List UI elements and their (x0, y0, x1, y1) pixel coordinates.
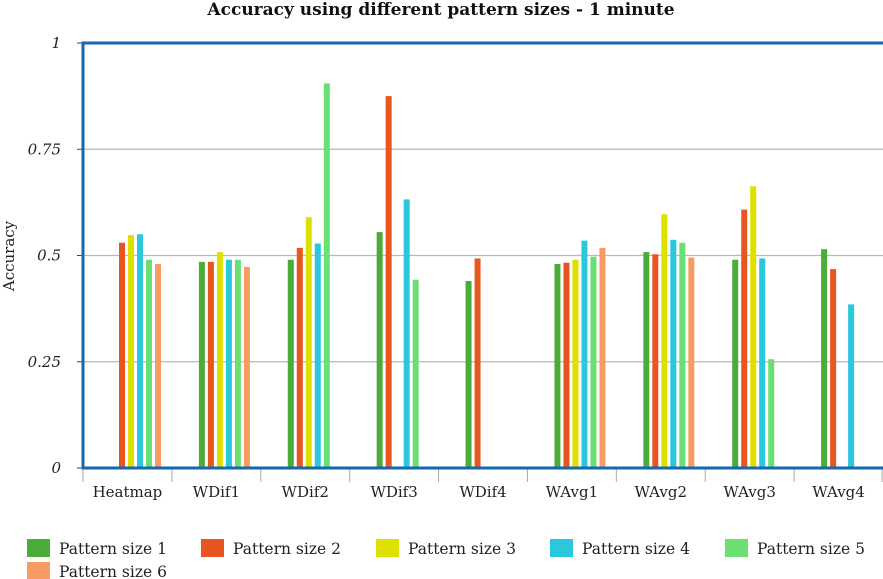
x-tick-label: WAvg4 (812, 483, 865, 501)
bar (296, 247, 303, 468)
y-tick-label: 1 (51, 34, 61, 52)
bar (207, 261, 214, 468)
y-axis-label: Accuracy (0, 220, 18, 292)
bar (323, 83, 330, 468)
bar (563, 262, 570, 468)
legend-swatch (27, 562, 50, 579)
bar (679, 242, 686, 468)
bar (465, 281, 472, 468)
x-tick-label: WAvg3 (723, 483, 776, 501)
bar (155, 264, 161, 468)
bar (688, 257, 695, 468)
bar (643, 252, 650, 468)
legend-swatch (550, 539, 573, 557)
bar (474, 258, 481, 468)
chart-title: Accuracy using different pattern sizes -… (206, 0, 674, 20)
bar (581, 240, 588, 468)
bar (652, 254, 659, 468)
legend-item[interactable]: Pattern size 2 (201, 539, 341, 558)
bar (821, 249, 828, 468)
bar (732, 259, 739, 468)
x-tick-label: WDif4 (459, 483, 506, 501)
bar (590, 256, 597, 468)
bar (768, 359, 775, 468)
bar (599, 247, 606, 468)
legend-label: Pattern size 2 (233, 540, 341, 558)
x-tick-label: WAvg1 (546, 483, 599, 501)
legend-item[interactable]: Pattern size 5 (725, 539, 865, 558)
bar (287, 259, 294, 468)
x-tick-label: WDif2 (282, 483, 329, 501)
y-tick-label: 0.75 (28, 140, 61, 158)
legend-label: Pattern size 1 (59, 540, 167, 558)
bar (243, 266, 250, 468)
legend-swatch (201, 539, 224, 557)
legend-swatch (376, 539, 399, 557)
x-tick-label: WDif3 (370, 483, 417, 501)
bar (554, 264, 561, 468)
bar (128, 235, 134, 468)
bar (848, 304, 855, 468)
legend-label: Pattern size 6 (59, 563, 167, 579)
legend-swatch (27, 539, 50, 557)
bar (670, 239, 677, 468)
bars (119, 83, 855, 468)
bar (830, 269, 837, 468)
legend-label: Pattern size 5 (757, 540, 865, 558)
x-tick-label: WDif1 (193, 483, 240, 501)
bar (234, 259, 241, 468)
legend-label: Pattern size 4 (582, 540, 690, 558)
bar (661, 214, 668, 468)
legend-item[interactable]: Pattern size 6 (27, 562, 173, 579)
y-tick-label: 0.5 (37, 247, 61, 265)
bar (572, 259, 579, 468)
axes: 0 0.25 0.5 0.75 1 Heatmap WDif1 WDif2 WDif3 WDif4… (28, 34, 883, 501)
y-tick-label: 0.25 (28, 353, 61, 371)
bar (137, 234, 143, 468)
bar (376, 232, 383, 468)
legend-item[interactable]: Pattern size 3 (376, 539, 516, 558)
x-tick-label: WAvg2 (635, 483, 688, 501)
y-tick-label: 0 (51, 459, 61, 477)
legend-item[interactable]: Pattern size 4 (550, 539, 690, 558)
legend-label: Pattern size 3 (408, 540, 516, 558)
legend-item[interactable]: Pattern size 1 (27, 539, 167, 558)
bar (385, 96, 392, 468)
gridlines (83, 148, 883, 363)
bar (759, 258, 766, 468)
bar (119, 242, 125, 468)
bar (412, 279, 419, 468)
bar (741, 209, 748, 468)
bar (314, 243, 321, 468)
bar (305, 217, 312, 468)
bar (198, 261, 205, 468)
bar (225, 259, 232, 468)
bar (750, 186, 757, 468)
bar (146, 259, 152, 468)
x-tick-label: Heatmap (93, 483, 163, 501)
bar (403, 199, 410, 468)
legend[interactable]: Pattern size 1 Pattern size 2 Pattern size… (27, 539, 865, 579)
bar (216, 252, 223, 468)
legend-swatch (725, 539, 748, 557)
